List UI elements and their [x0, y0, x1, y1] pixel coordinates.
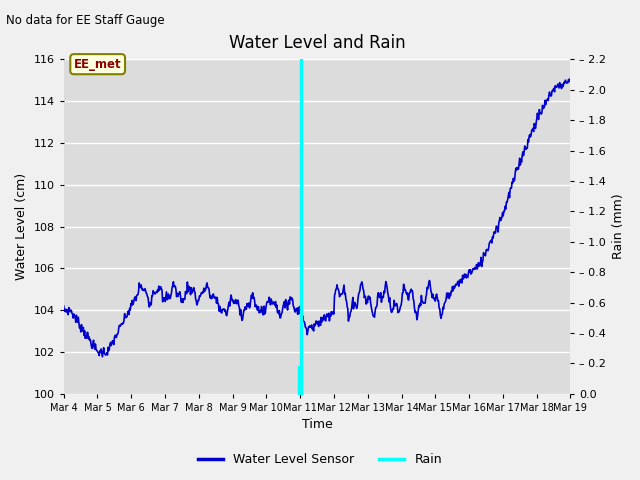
Legend: Water Level Sensor, Rain: Water Level Sensor, Rain: [193, 448, 447, 471]
Title: Water Level and Rain: Water Level and Rain: [228, 34, 405, 52]
X-axis label: Time: Time: [301, 419, 332, 432]
Text: No data for EE Staff Gauge: No data for EE Staff Gauge: [6, 14, 165, 27]
Y-axis label: Water Level (cm): Water Level (cm): [15, 173, 28, 280]
Text: EE_met: EE_met: [74, 58, 122, 71]
Y-axis label: Rain (mm): Rain (mm): [612, 194, 625, 259]
